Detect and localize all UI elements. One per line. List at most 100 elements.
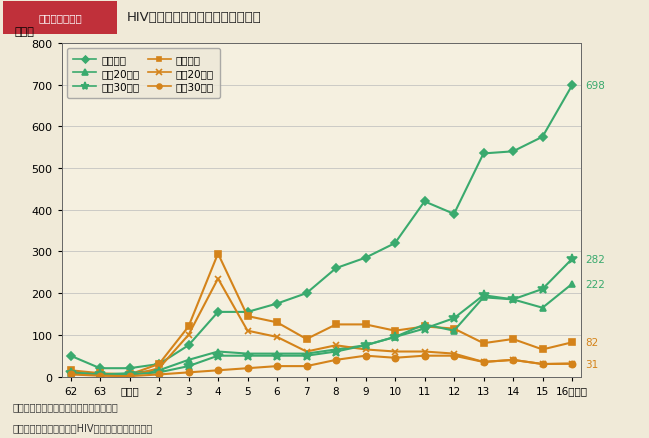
男性総数 bbox=[155, 361, 163, 367]
女刲30歳代 bbox=[480, 360, 487, 365]
男刲20歳代 bbox=[67, 370, 75, 375]
女刲20歳代 bbox=[539, 361, 546, 367]
女刲20歳代 bbox=[421, 349, 428, 354]
男刲20歳代 bbox=[302, 351, 310, 357]
女刲20歳代 bbox=[391, 349, 399, 354]
女性総数 bbox=[480, 341, 487, 346]
女刲30歳代 bbox=[539, 361, 546, 367]
女刲30歳代 bbox=[67, 372, 75, 377]
Text: （備考）１．厚生労働省資料より作成。: （備考）１．厚生労働省資料より作成。 bbox=[13, 402, 119, 412]
女刲30歳代 bbox=[509, 357, 517, 363]
女性総数 bbox=[273, 320, 281, 325]
Text: 222: 222 bbox=[585, 279, 605, 289]
女刲30歳代 bbox=[421, 353, 428, 358]
女性総数 bbox=[509, 336, 517, 342]
Text: HIV感染者の性別，年代別年次推移: HIV感染者の性別，年代別年次推移 bbox=[127, 11, 262, 25]
男性総数 bbox=[96, 366, 104, 371]
女刲20歳代 bbox=[450, 351, 458, 357]
Text: 282: 282 bbox=[585, 254, 605, 264]
男性総数 bbox=[568, 84, 576, 89]
女刲30歳代 bbox=[450, 353, 458, 358]
女刲20歳代 bbox=[568, 361, 576, 367]
男刲20歳代 bbox=[273, 351, 281, 357]
男刲30歳代 bbox=[155, 370, 163, 375]
男刲30歳代 bbox=[421, 326, 428, 332]
男刲30歳代 bbox=[332, 349, 340, 354]
女刲30歳代 bbox=[155, 372, 163, 377]
女刲30歳代 bbox=[214, 368, 222, 373]
男刲20歳代 bbox=[96, 372, 104, 377]
Line: 女刲20歳代: 女刲20歳代 bbox=[67, 276, 576, 379]
男刲30歳代 bbox=[480, 293, 487, 298]
Text: ２．各年の新規HIV感染者報告数である。: ２．各年の新規HIV感染者報告数である。 bbox=[13, 422, 153, 432]
女刲20歳代 bbox=[214, 276, 222, 282]
男刲20歳代 bbox=[332, 347, 340, 352]
男性総数 bbox=[126, 366, 134, 371]
男刲20歳代 bbox=[155, 368, 163, 373]
Text: （人）: （人） bbox=[15, 27, 35, 37]
女刲20歳代 bbox=[96, 373, 104, 378]
男刲30歳代 bbox=[243, 353, 251, 358]
男性総数 bbox=[332, 266, 340, 271]
Text: 第１－６－３図: 第１－６－３図 bbox=[38, 13, 82, 23]
Text: 31: 31 bbox=[585, 359, 598, 369]
男刲20歳代 bbox=[184, 357, 192, 363]
男刲30歳代 bbox=[361, 343, 369, 348]
女性総数 bbox=[243, 314, 251, 319]
女刲30歳代 bbox=[361, 353, 369, 358]
男刲20歳代 bbox=[361, 343, 369, 348]
女性総数 bbox=[391, 328, 399, 334]
男刲30歳代 bbox=[391, 335, 399, 340]
男性総数 bbox=[184, 343, 192, 348]
男刲20歳代 bbox=[480, 295, 487, 300]
Text: 82: 82 bbox=[585, 338, 598, 347]
男刲30歳代 bbox=[273, 353, 281, 358]
男性総数 bbox=[509, 149, 517, 155]
女性総数 bbox=[568, 340, 576, 345]
男刲20歳代 bbox=[126, 371, 134, 376]
女刲30歳代 bbox=[302, 364, 310, 369]
男刲30歳代 bbox=[67, 371, 75, 376]
女刲20歳代 bbox=[243, 328, 251, 334]
男刲30歳代 bbox=[126, 372, 134, 377]
女刲20歳代 bbox=[67, 371, 75, 376]
男性総数 bbox=[480, 152, 487, 157]
男性総数 bbox=[450, 212, 458, 217]
Text: 698: 698 bbox=[585, 81, 605, 91]
男刲30歳代 bbox=[509, 297, 517, 302]
男性総数 bbox=[391, 241, 399, 246]
男性総数 bbox=[539, 135, 546, 140]
男刲30歳代 bbox=[96, 372, 104, 377]
Line: 女刲30歳代: 女刲30歳代 bbox=[67, 353, 575, 379]
女性総数 bbox=[450, 326, 458, 332]
女性総数 bbox=[421, 324, 428, 329]
男性総数 bbox=[67, 353, 75, 358]
男性総数 bbox=[273, 301, 281, 307]
女刲20歳代 bbox=[126, 373, 134, 378]
女刲30歳代 bbox=[273, 364, 281, 369]
女性総数 bbox=[96, 371, 104, 376]
女刲20歳代 bbox=[361, 347, 369, 352]
女刲20歳代 bbox=[273, 335, 281, 340]
女刲30歳代 bbox=[332, 357, 340, 363]
男刲30歳代 bbox=[539, 286, 546, 292]
男性総数 bbox=[214, 310, 222, 315]
女性総数 bbox=[155, 361, 163, 367]
男性総数 bbox=[421, 199, 428, 205]
男性総数 bbox=[361, 255, 369, 261]
女刲20歳代 bbox=[480, 360, 487, 365]
女性総数 bbox=[67, 368, 75, 373]
男刲30歳代 bbox=[450, 316, 458, 321]
女刲30歳代 bbox=[243, 366, 251, 371]
男刲20歳代 bbox=[214, 349, 222, 354]
女刲30歳代 bbox=[391, 355, 399, 360]
女性総数 bbox=[361, 322, 369, 327]
Line: 男刲30歳代: 男刲30歳代 bbox=[66, 254, 577, 379]
男刲20歳代 bbox=[391, 335, 399, 340]
男性総数 bbox=[302, 291, 310, 296]
女刲30歳代 bbox=[184, 370, 192, 375]
女刲20歳代 bbox=[302, 349, 310, 354]
女性総数 bbox=[539, 347, 546, 352]
Line: 男性総数: 男性総数 bbox=[67, 83, 575, 371]
女性総数 bbox=[184, 324, 192, 329]
